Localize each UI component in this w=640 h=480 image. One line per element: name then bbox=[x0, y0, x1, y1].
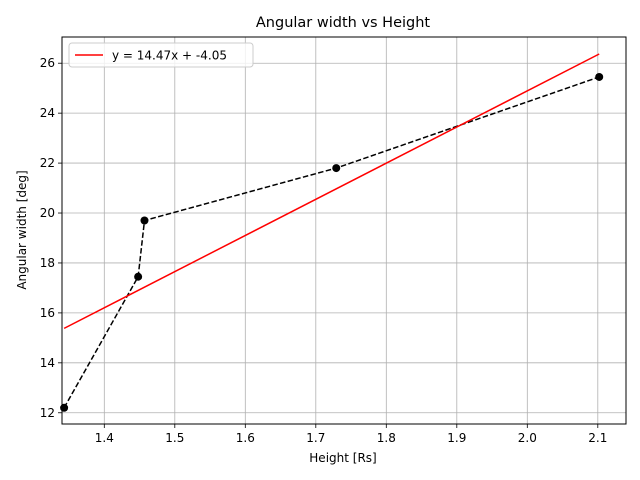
x-tick-label: 1.4 bbox=[95, 431, 114, 445]
data-point bbox=[134, 272, 143, 281]
x-axis-label: Height [Rs] bbox=[309, 451, 376, 465]
y-tick-label: 12 bbox=[40, 406, 55, 420]
x-tick-label: 1.5 bbox=[165, 431, 184, 445]
data-point bbox=[140, 216, 149, 225]
x-tick-label: 1.7 bbox=[306, 431, 325, 445]
y-tick-label: 16 bbox=[40, 306, 55, 320]
x-axis: 1.4 1.5 1.6 1.7 1.8 1.9 2.0 2.1 bbox=[95, 424, 607, 445]
y-tick-label: 18 bbox=[40, 256, 55, 270]
y-tick-label: 22 bbox=[40, 156, 55, 170]
legend-label: y = 14.47x + -4.05 bbox=[112, 49, 227, 63]
grid bbox=[62, 37, 626, 424]
data-point bbox=[595, 72, 604, 81]
x-tick-label: 2.1 bbox=[588, 431, 607, 445]
x-tick-label: 1.6 bbox=[236, 431, 255, 445]
x-tick-label: 1.9 bbox=[447, 431, 466, 445]
legend-box bbox=[68, 42, 254, 68]
data-point bbox=[60, 403, 69, 412]
y-axis: 12 14 16 18 20 22 24 26 bbox=[40, 56, 62, 420]
data-line bbox=[63, 76, 600, 409]
fit-line bbox=[63, 53, 600, 330]
x-tick-label: 2.0 bbox=[518, 431, 537, 445]
legend: y = 14.47x + -4.05 bbox=[68, 42, 254, 68]
data-point bbox=[332, 164, 341, 173]
series-group bbox=[60, 53, 604, 412]
y-tick-label: 14 bbox=[40, 356, 55, 370]
chart-title: Angular width vs Height bbox=[256, 15, 431, 31]
y-tick-label: 20 bbox=[40, 206, 55, 220]
plot-frame bbox=[61, 36, 627, 425]
y-tick-label: 24 bbox=[40, 106, 55, 120]
y-tick-label: 26 bbox=[40, 56, 55, 70]
y-axis-label: Angular width [deg] bbox=[15, 170, 29, 289]
x-tick-label: 1.8 bbox=[377, 431, 396, 445]
